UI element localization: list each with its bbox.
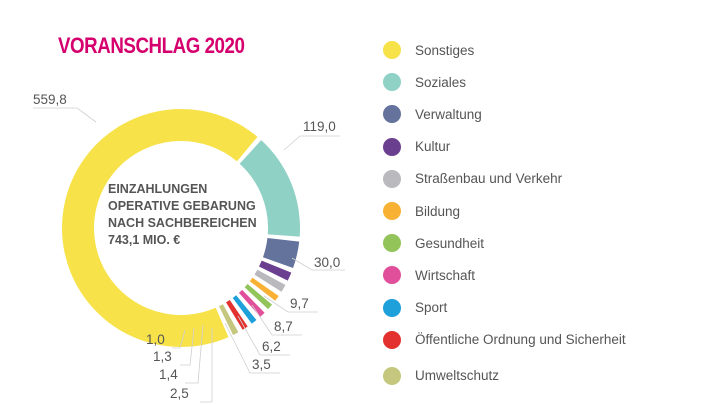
donut-slice [254,269,286,292]
legend-label: Öffentliche Ordnung und Sicherheit [415,332,626,348]
legend-item: Wirtschaft [383,265,475,285]
leader-line [172,329,186,349]
legend-item: Sport [383,298,447,318]
chart-title: VORANSCHLAG 2020 [58,33,245,58]
leader-line [263,295,318,313]
legend-swatch [383,73,401,92]
value-label: 1,0 [146,332,165,347]
leader-line [237,315,290,356]
donut-slice [244,284,273,310]
legend-swatch [383,234,401,253]
legend-label: Straßenbau und Verkehr [415,171,563,187]
legend-swatch [383,137,401,156]
donut-slice [239,140,300,237]
value-label: 1,4 [159,367,178,382]
donut-slice [219,304,239,336]
value-label: 6,2 [262,339,281,354]
legend-label: Sport [415,300,448,316]
value-label: 30,0 [314,255,340,270]
donut-slice [62,108,258,347]
center-text-line-3: NACH SACHBEREICHEN [108,216,257,230]
legend-label: Wirtschaft [415,267,476,283]
legend-swatch [383,330,401,349]
donut-slice [226,300,248,330]
legend-label: Umweltschutz [415,368,500,383]
legend-swatch [383,298,401,317]
leader-line [291,257,345,271]
leader-line [180,327,195,366]
center-text-line-1: EINZAHLUNGEN [108,182,207,196]
donut-slice [249,277,279,301]
legend-label: Verwaltung [415,106,482,122]
legend-label: Soziales [415,74,467,90]
donut-slice [232,295,257,324]
legend-item: Kultur [383,137,450,157]
legend-label: Bildung [415,203,461,219]
legend-swatch [383,41,401,59]
legend-swatch [383,169,401,188]
center-text-total: 743,1 MIO. € [108,233,180,247]
legend-item: Sonstiges [383,40,474,60]
leader-line [251,304,302,336]
legend-item: Gesundheit [383,233,484,253]
legend-item: Umweltschutz [383,366,499,386]
legend-swatch [383,202,401,220]
legend-swatch [383,105,401,124]
legend-item: Straßenbau und Verkehr [383,169,562,189]
leader-line [200,328,213,403]
donut-slice [262,237,300,268]
legend-item: Bildung [383,201,460,221]
legend-item: Verwaltung [383,104,482,124]
value-label: 559,8 [33,92,67,107]
value-label: 8,7 [274,319,293,334]
legend-swatch [383,366,401,385]
value-label: 1,3 [153,349,172,364]
value-label: 9,7 [290,296,309,311]
leader-line [185,324,204,384]
leader-line [33,107,97,123]
legend-label: Kultur [415,139,451,155]
value-label: 2,5 [170,386,189,401]
donut-slice [259,260,292,281]
value-label: 119,0 [303,119,336,134]
legend-item: Soziales [383,72,466,92]
center-text-line-2: OPERATIVE GEBARUNG [108,199,256,213]
leader-line [283,135,340,151]
legend-label: Gesundheit [415,235,485,251]
legend-swatch [383,266,401,285]
legend-item: Öffentliche Ordnung und Sicherheit [383,330,626,350]
value-label: 3,5 [252,357,271,372]
leader-line [224,322,280,374]
legend-label: Sonstiges [415,42,475,58]
donut-slice [238,289,265,317]
